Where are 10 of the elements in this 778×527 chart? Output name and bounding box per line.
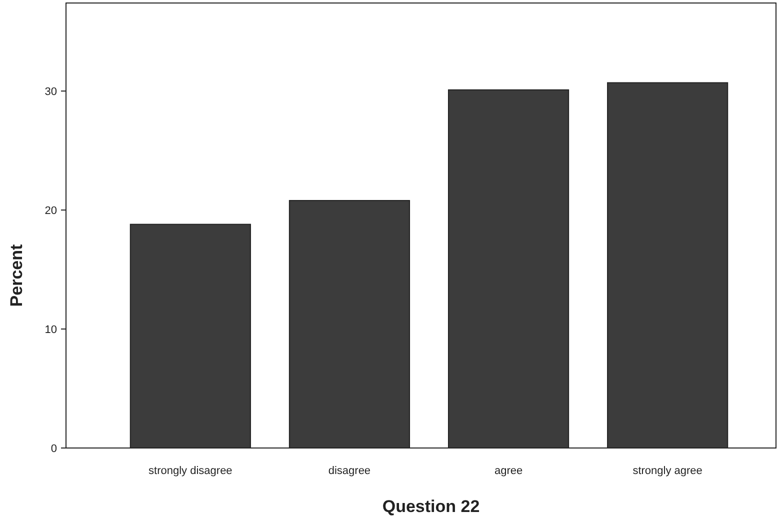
x-tick-label: strongly disagree bbox=[148, 465, 232, 477]
x-tick-label: agree bbox=[494, 465, 523, 477]
y-axis-title: Percent bbox=[7, 244, 26, 307]
y-tick-label: 30 bbox=[44, 86, 57, 98]
y-tick-label: 0 bbox=[50, 442, 57, 455]
x-axis-title: Question 22 bbox=[382, 497, 480, 516]
x-tick-label: disagree bbox=[328, 465, 371, 477]
y-tick-label: 20 bbox=[44, 204, 57, 217]
x-tick-label: strongly agree bbox=[632, 465, 702, 477]
y-tick-label: 10 bbox=[44, 324, 57, 336]
